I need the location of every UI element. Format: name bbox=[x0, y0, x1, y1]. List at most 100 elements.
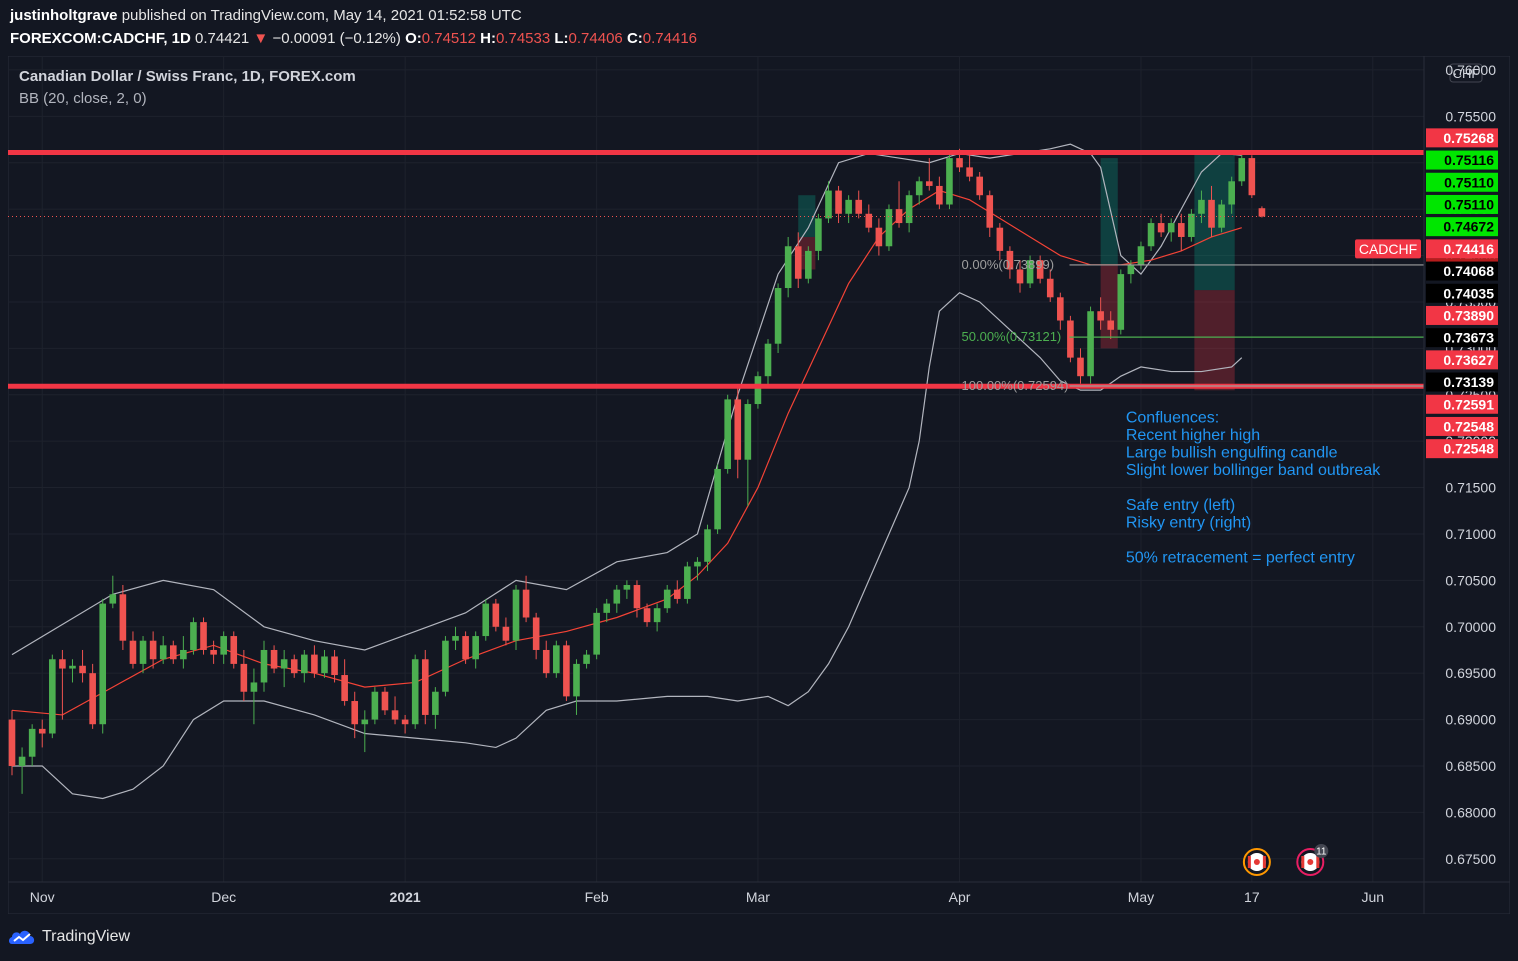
currency-label: CHF bbox=[1453, 66, 1480, 81]
annotation-line: 50% retracement = perfect entry bbox=[1126, 550, 1355, 567]
candle-body bbox=[542, 649, 550, 674]
author-name[interactable]: justinholtgrave bbox=[10, 7, 118, 24]
price-label-box bbox=[1426, 172, 1498, 192]
candle-body bbox=[593, 612, 600, 655]
candle-body bbox=[220, 636, 227, 655]
candle-body bbox=[321, 656, 328, 674]
price-chart[interactable]: 0.00%(0.73899) 50.00%(0.73121) 100.00%(0.7… bbox=[7, 55, 1511, 915]
price-label-text: 0.75116 bbox=[1444, 152, 1494, 168]
candle-body bbox=[805, 250, 812, 279]
position-loss-zone[interactable] bbox=[1194, 290, 1235, 391]
price-label-box bbox=[1426, 328, 1498, 348]
low-label: L: bbox=[554, 30, 569, 47]
candle-body bbox=[996, 227, 1004, 251]
candle-body bbox=[1006, 250, 1014, 270]
open-value: 0.74512 bbox=[421, 30, 476, 47]
fib-retracement[interactable]: 0.00%(0.73899) 50.00%(0.73121) 100.00%(0.7… bbox=[962, 257, 1424, 393]
candle-body bbox=[49, 659, 56, 734]
candle-body bbox=[1016, 269, 1024, 284]
candle-body bbox=[28, 728, 36, 757]
candle-body bbox=[946, 158, 953, 205]
candle-body bbox=[411, 659, 419, 725]
chart-frame[interactable]: 0.00%(0.73899) 50.00%(0.73121) 100.00%(0.7… bbox=[7, 55, 1511, 915]
price-label-box bbox=[1426, 372, 1498, 392]
candle-body bbox=[1127, 264, 1135, 275]
candle-body bbox=[290, 659, 298, 674]
candle-body bbox=[502, 626, 510, 641]
bb-upper-line bbox=[11, 143, 1242, 656]
candle-body bbox=[180, 649, 187, 660]
candle-body bbox=[925, 181, 933, 186]
candle-body bbox=[1026, 260, 1034, 284]
price-label-box bbox=[1426, 150, 1498, 170]
price-label-text: 0.74416 bbox=[1443, 241, 1494, 257]
close-value: 0.74416 bbox=[642, 30, 698, 47]
annotation-line: Risky entry (right) bbox=[1126, 515, 1251, 532]
position-profit-zone[interactable] bbox=[1100, 158, 1118, 265]
candle-body bbox=[260, 649, 268, 683]
candle-body bbox=[815, 218, 822, 251]
candle-body bbox=[623, 585, 631, 590]
candle-body bbox=[1117, 274, 1125, 330]
high-value: 0.74533 bbox=[495, 30, 551, 47]
price-label-box bbox=[1426, 261, 1498, 281]
low-value: 0.74406 bbox=[568, 30, 623, 47]
candle-body bbox=[855, 199, 863, 214]
candle-body bbox=[1218, 204, 1225, 228]
candle-body bbox=[119, 594, 127, 641]
time-tick-label: 2021 bbox=[390, 889, 421, 905]
time-tick-label: Mar bbox=[746, 889, 770, 905]
price-label-box bbox=[1426, 283, 1498, 303]
annotation-line: Large bullish engulfing candle bbox=[1126, 445, 1338, 462]
currency-button[interactable] bbox=[1449, 63, 1483, 83]
time-scale[interactable]: Nov Dec 2021 Feb Mar Apr May 17 Jun bbox=[30, 889, 1384, 905]
cloud-logo-icon bbox=[9, 930, 35, 944]
position-profit-zone[interactable] bbox=[798, 195, 816, 237]
down-arrow-icon: ▼ bbox=[253, 30, 269, 47]
candle-body bbox=[784, 246, 792, 289]
candle-body bbox=[109, 594, 117, 604]
candle-body bbox=[79, 665, 86, 674]
flag-stripe bbox=[1316, 856, 1320, 868]
price-label-text: 0.75110 bbox=[1444, 174, 1494, 190]
price-labels: 0.75268 0.75116 0.75110 0.75110 0.74672 0.744… bbox=[1355, 128, 1498, 459]
candle-body bbox=[673, 589, 681, 599]
candle-body bbox=[1077, 357, 1084, 377]
candle-body bbox=[1057, 297, 1064, 321]
price-tick-label: 0.69500 bbox=[1445, 665, 1496, 681]
position-loss-zone[interactable] bbox=[1100, 264, 1118, 349]
candle-body bbox=[230, 636, 238, 664]
candle-body bbox=[311, 654, 318, 674]
candle-body bbox=[1177, 223, 1185, 237]
annotation-line: Slight lower bollinger band outbreak bbox=[1126, 462, 1381, 479]
candle-body bbox=[331, 656, 338, 676]
candle-body bbox=[472, 636, 479, 660]
candle-body bbox=[1137, 246, 1145, 265]
flag-stripe bbox=[1262, 856, 1266, 868]
price-label-text: 0.72591 bbox=[1443, 396, 1494, 412]
candle-body bbox=[694, 561, 701, 567]
price-tick-label: 0.67500 bbox=[1445, 851, 1496, 867]
candle-body bbox=[401, 719, 409, 725]
candle-body bbox=[532, 617, 540, 650]
event-markers[interactable]: 11 bbox=[1242, 844, 1329, 876]
legend-indicator[interactable]: BB (20, close, 2, 0) bbox=[19, 90, 147, 107]
price-label-text: 0.72548 bbox=[1443, 441, 1494, 457]
price-tick-label: 0.71000 bbox=[1445, 526, 1496, 542]
candle-body bbox=[603, 603, 611, 613]
candle-body bbox=[956, 158, 963, 168]
candle-body bbox=[553, 645, 560, 674]
candle-body bbox=[432, 691, 439, 715]
symbol-name: FOREXCOM:CADCHF, 1D bbox=[10, 30, 191, 47]
price-tick-label: 0.71500 bbox=[1445, 480, 1496, 496]
price-label-text: 0.75110 bbox=[1444, 196, 1494, 212]
candle-body bbox=[341, 675, 348, 702]
tradingview-logo[interactable]: TradingView bbox=[8, 928, 130, 946]
candle-body bbox=[129, 640, 137, 664]
price-label-text: 0.74068 bbox=[1443, 263, 1494, 279]
time-tick-label: Dec bbox=[211, 889, 236, 905]
candle-body bbox=[1188, 213, 1195, 237]
candle-body bbox=[69, 665, 76, 669]
flag-stripe bbox=[1301, 856, 1305, 868]
